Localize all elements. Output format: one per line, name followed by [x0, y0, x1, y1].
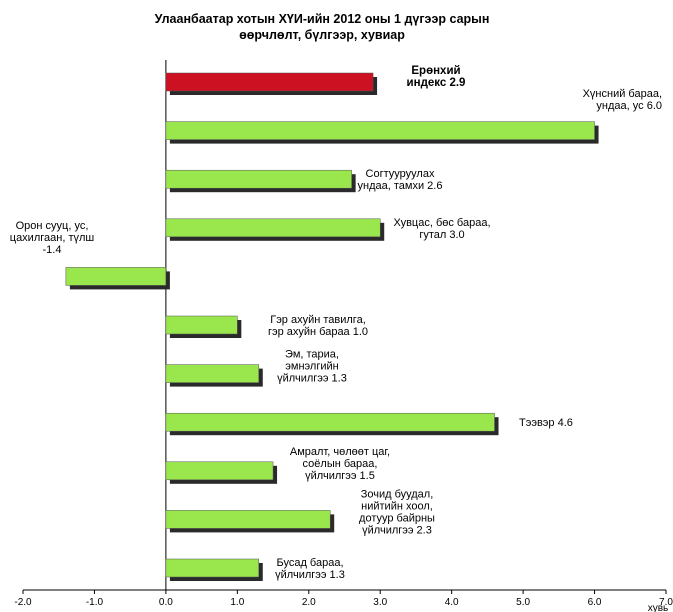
bar-label: Тээвэр 4.6 [519, 417, 573, 429]
x-axis-label: хувь [648, 603, 669, 612]
bar [165, 461, 274, 481]
bar-general-index [165, 72, 374, 92]
bar [165, 169, 352, 189]
x-tick-label: 7.0 [659, 597, 673, 608]
chart-title-line-2: өөрчлөлт, бүлгээр, хувиар [239, 28, 405, 42]
bar [165, 121, 595, 140]
bar-label: Амралт, чөлөөт цаг, [290, 446, 390, 458]
bar-label: -1.4 [43, 244, 62, 256]
bar-label: эмнэлгийн [285, 361, 338, 373]
bar-label: гэр ахуйн бараа 1.0 [268, 326, 368, 338]
bar [165, 364, 260, 383]
bar-label: Гэр ахуйн тавилга, [270, 314, 366, 326]
bar-label: цахилгаан, түлш [10, 232, 95, 244]
bar [65, 267, 167, 286]
bar-label: Эм, тариа, [285, 349, 339, 361]
x-tick-label: 1.0 [230, 597, 244, 608]
bar-label: үйлчилгээ 1.3 [275, 569, 345, 581]
bar-label: нийтийн хоол, [361, 500, 433, 512]
x-tick-label: 4.0 [445, 597, 459, 608]
bar-label: соёлын бараа, [303, 458, 378, 470]
bar-label: Бусад бараа, [276, 557, 343, 569]
bar-label: үйлчилгээ 2.3 [362, 524, 432, 536]
x-tick-label: 2.0 [302, 597, 316, 608]
bar-label: Хүнсний бараа, [583, 88, 662, 100]
chart-title-line-1: Улаанбаатар хотын ХҮИ-ийн 2012 оны 1 дүг… [155, 12, 490, 26]
x-tick-label: 3.0 [373, 597, 387, 608]
bar-label: үйлчилгээ 1.5 [305, 470, 375, 482]
bar-label: Ерөнхий [411, 65, 460, 77]
bar [165, 218, 381, 238]
bar-label: Зочид буудал, [361, 488, 434, 500]
bars-group [65, 60, 599, 590]
x-tick-label: 5.0 [516, 597, 530, 608]
bar [165, 412, 495, 432]
bar [165, 510, 331, 529]
bar-label: гутал 3.0 [419, 229, 464, 241]
bar [165, 315, 238, 335]
bar-label: дотуур байрны [359, 512, 435, 524]
x-tick-label: -2.0 [14, 597, 32, 608]
bar-label: Орон сууц, ус, [16, 220, 89, 232]
bar-label: Хувцас, бөс бараа, [393, 217, 490, 229]
bar-label: индекс 2.9 [407, 77, 466, 89]
bar-label: ундаа, тамхи 2.6 [358, 180, 443, 192]
bar [165, 558, 260, 578]
x-tick-label: 0.0 [159, 597, 173, 608]
x-tick-label: 6.0 [588, 597, 602, 608]
x-axis-ticks-group: -2.0 -1.0 0.0 1.0 2.0 3.0 4.0 5.0 6.0 7.0 [14, 590, 673, 608]
bar-label: үйлчилгээ 1.3 [277, 373, 347, 385]
bar-label: Согтууруулах [366, 168, 435, 180]
x-tick-label: -1.0 [86, 597, 104, 608]
bar-label: ундаа, ус 6.0 [596, 100, 662, 112]
